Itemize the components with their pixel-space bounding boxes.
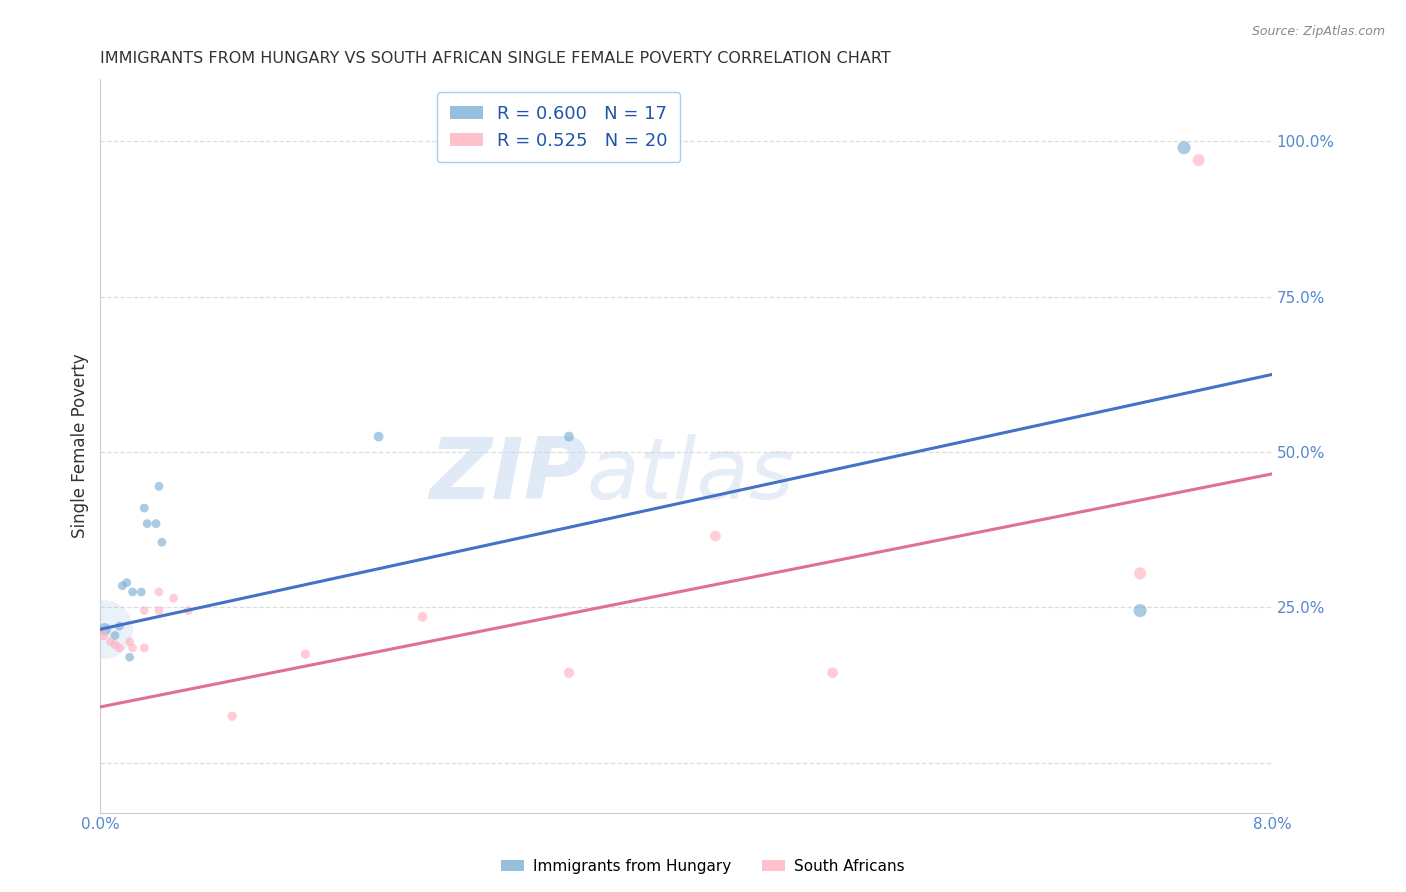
Point [131, 585, 153, 599]
Point [412, 609, 434, 624]
Point [177, 604, 200, 618]
Point [1129, 604, 1152, 618]
Point [221, 709, 243, 723]
Point [108, 640, 131, 655]
Point [134, 640, 156, 655]
Point [148, 585, 170, 599]
Point [294, 647, 316, 661]
Point [148, 604, 170, 618]
Point [121, 640, 143, 655]
Point [118, 634, 141, 648]
Point [145, 516, 167, 531]
Point [558, 665, 581, 680]
Point [148, 479, 170, 493]
Point [118, 650, 141, 665]
Point [91, 622, 114, 636]
Point [134, 501, 156, 516]
Point [134, 604, 156, 618]
Point [150, 535, 173, 549]
Text: Source: ZipAtlas.com: Source: ZipAtlas.com [1251, 25, 1385, 38]
Point [93, 622, 115, 636]
Point [115, 575, 138, 590]
Point [1129, 566, 1152, 581]
Text: atlas: atlas [586, 434, 794, 516]
Point [108, 619, 131, 633]
Point [100, 634, 122, 648]
Legend: Immigrants from Hungary, South Africans: Immigrants from Hungary, South Africans [495, 853, 911, 880]
Point [1173, 141, 1195, 155]
Point [367, 429, 389, 443]
Point [136, 516, 159, 531]
Y-axis label: Single Female Poverty: Single Female Poverty [72, 353, 89, 538]
Point [704, 529, 727, 543]
Point [1188, 153, 1211, 168]
Point [162, 591, 184, 606]
Legend: R = 0.600   N = 17, R = 0.525   N = 20: R = 0.600 N = 17, R = 0.525 N = 20 [437, 92, 681, 162]
Point [821, 665, 844, 680]
Point [558, 429, 581, 443]
Point [121, 585, 143, 599]
Text: IMMIGRANTS FROM HUNGARY VS SOUTH AFRICAN SINGLE FEMALE POVERTY CORRELATION CHART: IMMIGRANTS FROM HUNGARY VS SOUTH AFRICAN… [100, 51, 891, 66]
Point [91, 628, 114, 642]
Text: ZIP: ZIP [429, 434, 586, 516]
Point [104, 628, 127, 642]
Point [111, 579, 134, 593]
Point [104, 638, 127, 652]
